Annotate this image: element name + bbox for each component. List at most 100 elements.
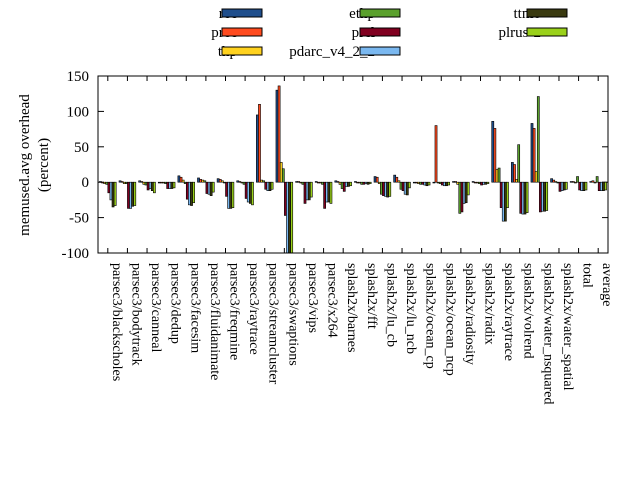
x-tick-label: parsec3/blackscholes xyxy=(109,263,124,381)
bar-plrus-2 xyxy=(604,181,607,191)
bar-plrus-2 xyxy=(290,181,294,254)
bar-prcl xyxy=(107,181,111,194)
bar-ttmo xyxy=(484,181,488,185)
bar-ttmo xyxy=(366,181,370,185)
x-tick-label: parsec3/swaptions xyxy=(285,263,300,366)
bar-thp xyxy=(554,181,558,183)
legend-item: ttmo xyxy=(513,6,568,22)
bar-ttmo xyxy=(307,181,311,201)
y-tick-label: 50 xyxy=(74,140,89,156)
bar-thp xyxy=(515,179,518,183)
legend-swatch xyxy=(526,8,568,18)
bar-rec xyxy=(157,181,161,184)
bar-prec xyxy=(375,176,379,183)
bar-prec xyxy=(199,179,202,183)
bar-plrus-2 xyxy=(133,181,137,206)
bar-prec xyxy=(513,164,516,183)
bar-ttmo xyxy=(386,181,390,198)
bar-ethp xyxy=(125,181,128,184)
x-tick-label: total xyxy=(580,263,595,288)
bar-rec xyxy=(393,174,397,183)
bar-prcl xyxy=(539,181,542,213)
bar-thp xyxy=(103,181,107,184)
legend-swatch xyxy=(526,27,568,37)
bar-ttmo xyxy=(523,181,527,215)
bar-prec xyxy=(415,181,418,184)
bar-rec xyxy=(354,181,357,183)
bar-prcl xyxy=(303,181,307,204)
bar-prec xyxy=(493,128,497,183)
bar-pdarc-v4-2-2 xyxy=(521,181,525,215)
bar-ttmo xyxy=(327,181,331,203)
bar-plrus-2 xyxy=(309,181,313,198)
x-tick-label: splash2x/ocean_ncp xyxy=(442,263,457,376)
bar-ttmo xyxy=(209,181,213,196)
bar-ethp xyxy=(164,181,167,184)
y-tick-label: -100 xyxy=(62,246,90,262)
bar-ttmo xyxy=(170,181,174,189)
bar-pdarc-v4-2-2 xyxy=(462,181,466,204)
bar-pdarc-v4-2-2 xyxy=(109,181,113,201)
bar-prec xyxy=(316,181,320,184)
bar-prcl xyxy=(460,181,464,213)
bar-thp xyxy=(162,181,165,184)
bar-prec xyxy=(532,128,536,183)
y-axis-label-line-2: (percent) xyxy=(36,138,52,192)
bar-prcl xyxy=(264,181,268,190)
bar-ethp xyxy=(281,168,285,183)
bar-ethp xyxy=(438,181,442,184)
bar-prcl xyxy=(499,181,503,208)
bar-plrus-2 xyxy=(427,181,431,186)
bar-ethp xyxy=(497,167,501,183)
bar-ttmo xyxy=(405,181,409,196)
bar-pdarc-v4-2-2 xyxy=(423,181,427,186)
legend-swatch xyxy=(359,8,401,18)
bar-rec xyxy=(471,181,475,183)
bar-rec xyxy=(432,181,436,184)
x-tick-label: splash2x/barnes xyxy=(344,263,359,352)
bar-pdarc-v4-2-2 xyxy=(580,181,584,191)
bar-ethp xyxy=(105,181,109,185)
bar-thp xyxy=(181,179,185,183)
bar-rec xyxy=(550,178,553,183)
bar-ethp xyxy=(556,181,560,184)
bar-rec xyxy=(452,181,455,183)
x-tick-label: parsec3/canneal xyxy=(148,263,163,352)
x-tick-label: parsec3/raytrace xyxy=(246,263,261,355)
y-tick-label: 0 xyxy=(82,175,90,191)
bar-prcl xyxy=(440,181,444,186)
x-tick-label: splash2x/ocean_cp xyxy=(423,263,438,369)
x-tick-label: splash2x/raytrace xyxy=(501,263,516,361)
bar-prec xyxy=(258,104,261,183)
bar-ethp xyxy=(321,181,324,185)
bar-pdarc-v4-2-2 xyxy=(246,181,250,203)
x-tick-label: parsec3/x264 xyxy=(325,263,340,338)
bar-ethp xyxy=(301,181,305,185)
legend-item: plrus-2 xyxy=(499,25,568,41)
bar-pdarc-v4-2-2 xyxy=(227,181,231,209)
bar-ethp xyxy=(360,181,364,185)
bar-plrus-2 xyxy=(564,181,568,190)
bar-rec xyxy=(334,180,338,183)
bar-thp xyxy=(338,181,342,185)
bar-plrus-2 xyxy=(447,181,450,186)
bar-ethp xyxy=(203,180,207,183)
bar-ethp xyxy=(458,181,462,214)
x-tick-label: parsec3/fluidanimate xyxy=(207,263,222,380)
bar-prcl xyxy=(127,181,130,209)
bar-prec xyxy=(434,125,438,183)
bar-plrus-2 xyxy=(466,181,470,196)
x-tick-label: parsec3/streamcluster xyxy=(266,263,281,385)
legend-swatch xyxy=(359,46,401,56)
bar-rec xyxy=(256,114,259,183)
bar-pdarc-v4-2-2 xyxy=(168,181,172,189)
x-tick-label: splash2x/radiosity xyxy=(462,263,477,365)
bar-rec xyxy=(589,181,593,183)
bar-prec xyxy=(395,176,399,183)
bar-plrus-2 xyxy=(251,181,254,206)
bar-thp xyxy=(534,171,538,183)
bar-rec xyxy=(275,89,279,183)
bar-plrus-2 xyxy=(329,181,333,204)
legend-swatch xyxy=(221,46,263,56)
